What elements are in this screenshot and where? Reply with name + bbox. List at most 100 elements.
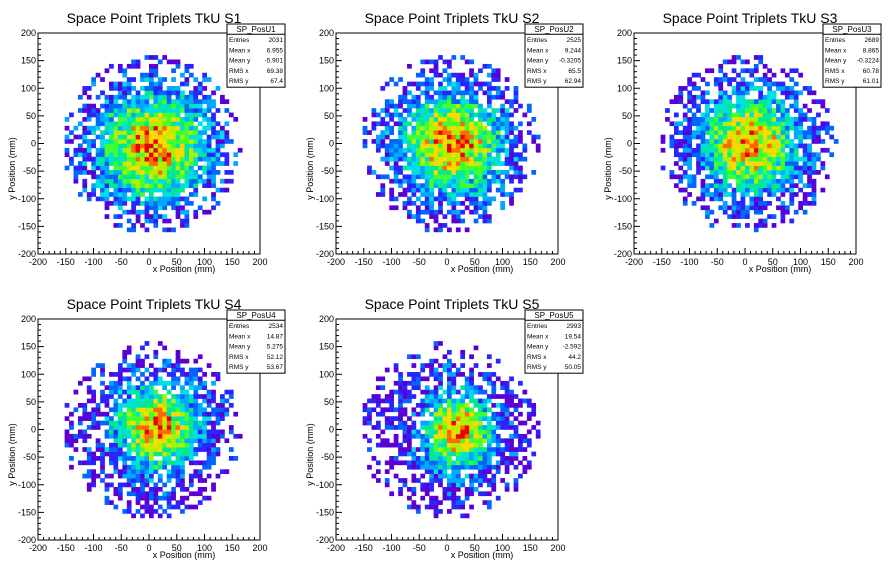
heatmap-bin (464, 143, 470, 149)
heatmap-bin (736, 209, 741, 215)
heatmap-bin (762, 187, 768, 193)
heatmap-bin (86, 170, 92, 175)
heatmap-bin (429, 398, 434, 404)
heatmap-bin (486, 63, 492, 69)
heatmap-bin (140, 147, 145, 153)
heatmap-bin (398, 411, 403, 417)
heatmap-bin (215, 447, 221, 452)
heatmap-bin (153, 214, 159, 219)
heatmap-bin (407, 200, 412, 206)
heatmap-bin (789, 196, 795, 202)
heatmap-bin (771, 134, 777, 140)
heatmap-bin (188, 134, 194, 140)
heatmap-bin (691, 103, 697, 109)
heatmap-bin (171, 385, 176, 391)
heatmap-bin (126, 218, 132, 224)
heatmap-bin (495, 174, 501, 180)
heatmap-bin (691, 200, 697, 206)
heatmap-bin (398, 183, 403, 188)
heatmap-bin (526, 402, 532, 408)
heatmap-bin (438, 464, 443, 470)
heatmap-bin (478, 205, 483, 211)
heatmap-bin (193, 139, 199, 144)
heatmap-bin (77, 420, 83, 426)
heatmap-bin (776, 116, 781, 122)
heatmap-bin (509, 451, 514, 457)
heatmap-bin (669, 170, 675, 175)
heatmap-bin (691, 72, 697, 78)
heatmap-bin (415, 112, 421, 118)
heatmap-bin (518, 380, 523, 386)
heatmap-bin (117, 161, 123, 166)
x-tick-label: 0 (742, 257, 747, 267)
heatmap-bin (393, 165, 399, 171)
heatmap-bin (144, 183, 150, 188)
heatmap-bin (184, 196, 190, 202)
heatmap-bin (144, 504, 150, 510)
heatmap-bin (424, 183, 430, 188)
heatmap-bin (478, 456, 483, 461)
heatmap-bin (513, 407, 519, 413)
heatmap-bin (438, 376, 443, 382)
heatmap-bin (780, 121, 786, 127)
heatmap-bin (491, 482, 497, 488)
heatmap-bin (504, 482, 510, 488)
heatmap-bin (793, 94, 799, 100)
heatmap-bin (478, 433, 483, 439)
heatmap-bin (500, 192, 506, 197)
heatmap-bin (509, 121, 514, 127)
heatmap-bin (122, 469, 128, 474)
heatmap-bin (389, 156, 395, 162)
heatmap-bin (220, 143, 225, 149)
heatmap-bin (486, 121, 492, 127)
heatmap-bin (371, 473, 377, 479)
heatmap-bin (424, 156, 430, 162)
heatmap-bin (469, 170, 474, 175)
heatmap-bin (188, 478, 194, 483)
heatmap-bin (371, 394, 377, 399)
heatmap-bin (811, 196, 817, 202)
heatmap-bin (535, 143, 541, 149)
heatmap-bin (184, 143, 190, 149)
heatmap-bin (464, 130, 470, 135)
heatmap-bin (745, 152, 750, 158)
heatmap-bin (117, 170, 123, 175)
heatmap-bin (780, 90, 786, 96)
heatmap-bin (455, 156, 461, 162)
heatmap-bin (464, 438, 470, 444)
heatmap-bin (709, 183, 715, 188)
heatmap-bin (104, 196, 110, 202)
heatmap-bin (157, 513, 163, 519)
heatmap-bin (86, 103, 92, 109)
heatmap-bin (420, 460, 426, 466)
heatmap-bin (144, 473, 150, 479)
heatmap-bin (126, 376, 132, 382)
heatmap-bin (166, 358, 172, 364)
heatmap-bin (157, 108, 163, 113)
heatmap-bin (535, 429, 541, 435)
heatmap-bin (184, 134, 190, 140)
heatmap-bin (398, 192, 403, 197)
heatmap-bin (117, 385, 123, 391)
heatmap-bin (380, 156, 386, 162)
heatmap-bin (718, 152, 724, 158)
heatmap-bin (415, 94, 421, 100)
heatmap-bin (149, 464, 154, 470)
heatmap-bin (705, 174, 710, 180)
heatmap-bin (91, 394, 97, 399)
heatmap-bin (162, 425, 168, 430)
heatmap-bin (122, 442, 128, 448)
heatmap-bin (478, 425, 483, 430)
heatmap-bin (149, 170, 154, 175)
heatmap-bin (762, 77, 768, 82)
heatmap-bin (202, 429, 208, 435)
heatmap-bin (367, 165, 372, 171)
heatmap-bin (789, 200, 795, 206)
heatmap-bin (135, 398, 141, 404)
heatmap-bin (180, 416, 185, 421)
heatmap-bin (144, 134, 150, 140)
heatmap-bin (713, 161, 719, 166)
heatmap-bin (202, 77, 208, 82)
heatmap-bin (135, 63, 141, 69)
heatmap-bin (149, 55, 154, 60)
